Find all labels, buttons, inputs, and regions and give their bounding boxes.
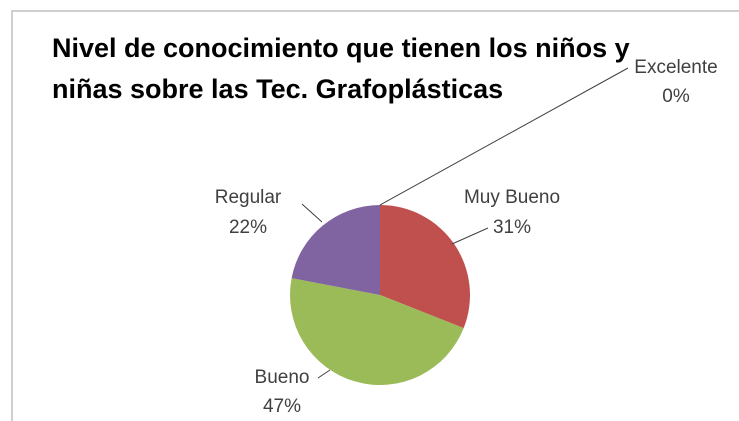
slice-label: Bueno (255, 367, 310, 388)
slice-label: Excelente (634, 57, 717, 78)
leader-line (301, 203, 323, 223)
pie-slice (291, 205, 380, 295)
leader-line (379, 67, 629, 206)
slice-value-label: 47% (263, 396, 301, 417)
pie-slice (290, 278, 464, 385)
slice-value-label: 22% (229, 217, 267, 238)
slice-value-label: 0% (662, 86, 690, 107)
slice-value-label: 31% (493, 217, 531, 238)
slice-label: Muy Bueno (464, 187, 560, 208)
pie-slice (380, 205, 470, 329)
leader-line (451, 227, 489, 245)
chart-title: Nivel de conocimiento que tienen los niñ… (52, 33, 630, 104)
chart-border (11, 10, 739, 421)
slice-label: Regular (215, 187, 282, 208)
leader-line (317, 369, 331, 379)
